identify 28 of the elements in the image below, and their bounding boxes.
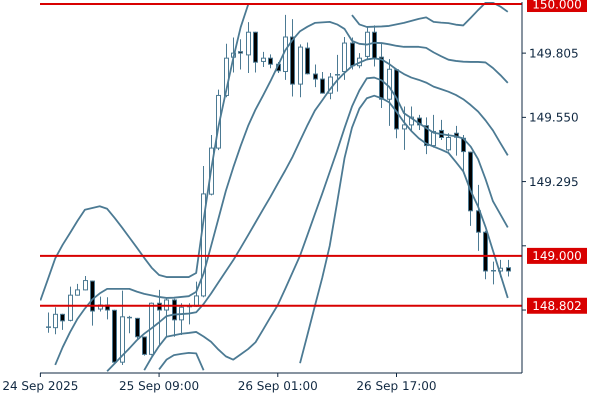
x-tick-label: 24 Sep 2025: [2, 379, 78, 393]
candlestick: [127, 315, 132, 334]
candlestick: [238, 38, 243, 70]
candlestick: [491, 261, 496, 285]
candlestick: [446, 132, 451, 152]
candlestick: [46, 312, 51, 334]
candlestick: [53, 306, 58, 335]
candlestick: [476, 184, 481, 252]
ref-line-label: 148.802: [532, 299, 582, 314]
candlestick: [268, 54, 273, 69]
x-tick-label: 26 Sep 01:00: [238, 379, 318, 393]
candlestick: [60, 313, 65, 330]
candlestick: [246, 22, 251, 74]
y-tick-label: 149.550: [529, 110, 579, 125]
x-tick-label: 26 Sep 17:00: [356, 379, 437, 393]
candlestick: [506, 259, 511, 278]
candlestick: [313, 64, 318, 88]
candlestick: [320, 72, 325, 94]
candlestick: [142, 336, 147, 356]
ref-line-label: 149.000: [532, 249, 582, 264]
y-tick-label: 149.805: [529, 46, 579, 60]
y-tick-label: 149.295: [529, 174, 579, 189]
line-series: [54, 20, 509, 366]
candlestick: [83, 276, 88, 291]
candlestick: [135, 317, 140, 340]
x-tick-label: 25 Sep 09:00: [119, 379, 200, 393]
candlestick: [402, 106, 407, 150]
candlestick: [261, 51, 266, 68]
